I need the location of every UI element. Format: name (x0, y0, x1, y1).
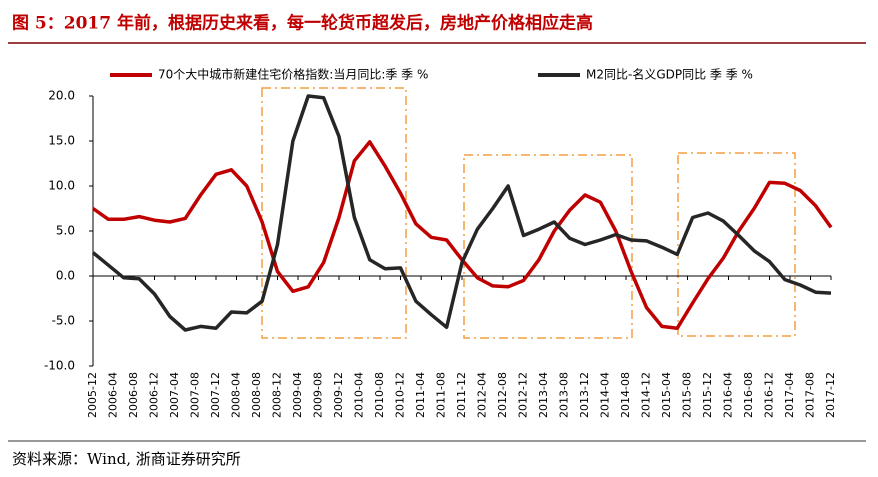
highlight-box (463, 154, 633, 339)
x-tick-label: 2015-04 (660, 372, 673, 418)
x-tick-label: 2007-12 (209, 372, 222, 418)
source: 资料来源：Wind, 浙商证券研究所 (12, 450, 241, 468)
x-tick-label: 2007-04 (168, 372, 181, 418)
x-tick-label: 2009-04 (291, 372, 304, 418)
x-tick-label: 2012-04 (476, 372, 489, 418)
legend-label: 70个大中城市新建住宅价格指数:当月同比:季 季 % (158, 67, 428, 82)
x-tick-label: 2010-12 (394, 372, 407, 418)
x-tick-label: 2006-12 (148, 372, 161, 418)
y-tick-label: 15.0 (48, 134, 75, 148)
x-tick-label: 2014-08 (619, 372, 632, 418)
highlight-boxes (261, 87, 796, 339)
y-tick-label: -10.0 (44, 359, 75, 373)
x-tick-label: 2017-08 (804, 372, 817, 418)
x-tick-label: 2010-04 (353, 372, 366, 418)
x-tick-label: 2014-12 (640, 372, 653, 418)
x-tick-label: 2012-08 (496, 372, 509, 418)
x-tick-label: 2016-08 (742, 372, 755, 418)
y-tick-label: 0.0 (56, 269, 75, 283)
x-tick-label: 2005-12 (86, 372, 99, 418)
highlight-box (677, 152, 796, 337)
x-tick-label: 2017-12 (824, 372, 837, 418)
x-tick-label: 2008-04 (230, 372, 243, 418)
y-tick-label: 5.0 (56, 224, 75, 238)
series-line (91, 140, 833, 330)
x-tick-label: 2016-12 (763, 372, 776, 418)
x-tick-label: 2006-04 (107, 372, 120, 418)
x-tick-label: 2013-12 (578, 372, 591, 418)
x-tick-label: 2006-08 (127, 372, 140, 418)
x-tick-label: 2008-12 (271, 372, 284, 418)
highlight-box (261, 87, 407, 339)
y-tick-label: -5.0 (52, 314, 75, 328)
chart-title: 图 5：2017 年前，根据历史来看，每一轮货币超发后，房地产价格相应走高 (12, 13, 593, 34)
x-tick-label: 2010-08 (373, 372, 386, 418)
y-tick-label: 10.0 (48, 179, 75, 193)
series-line (91, 94, 832, 332)
x-tick-label: 2013-08 (558, 372, 571, 418)
x-tick-label: 2014-04 (599, 372, 612, 418)
x-tick-label: 2009-08 (312, 372, 325, 418)
x-tick-label: 2008-08 (250, 372, 263, 418)
x-tick-label: 2015-12 (701, 372, 714, 418)
legend-label: M2同比-名义GDP同比 季 季 % (586, 67, 753, 82)
x-tick-label: 2015-08 (681, 372, 694, 418)
x-tick-label: 2013-04 (537, 372, 550, 418)
x-tick-label: 2012-12 (517, 372, 530, 418)
x-tick-label: 2007-08 (189, 372, 202, 418)
x-tick-label: 2016-04 (722, 372, 735, 418)
y-tick-label: 20.0 (48, 89, 75, 103)
x-tick-label: 2011-12 (455, 372, 468, 418)
x-tick-label: 2011-08 (435, 372, 448, 418)
x-tick-label: 2011-04 (414, 372, 427, 418)
x-tick-label: 2009-12 (332, 372, 345, 418)
x-tick-label: 2017-04 (783, 372, 796, 418)
